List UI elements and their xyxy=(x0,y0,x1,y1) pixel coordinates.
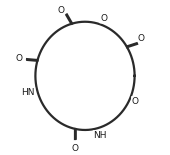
Text: O: O xyxy=(71,144,78,153)
Text: O: O xyxy=(58,6,65,15)
Text: O: O xyxy=(132,97,139,106)
Text: HN: HN xyxy=(21,88,35,97)
Text: O: O xyxy=(138,33,145,42)
Text: NH: NH xyxy=(94,131,107,140)
Text: O: O xyxy=(16,54,23,63)
Text: O: O xyxy=(100,14,107,23)
